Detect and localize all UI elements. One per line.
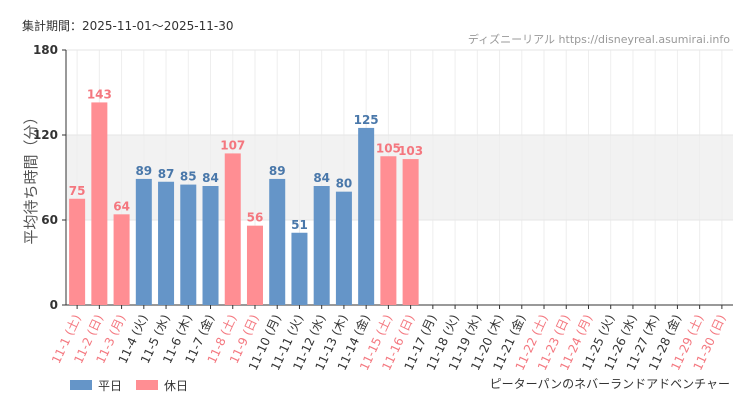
data-label: 103 <box>398 144 423 158</box>
data-label: 84 <box>313 171 330 185</box>
data-label: 125 <box>354 113 379 127</box>
data-label: 85 <box>180 170 197 184</box>
bar <box>269 178 286 305</box>
y-tick-label: 120 <box>33 128 58 142</box>
legend-label: 平日 <box>98 379 122 393</box>
bar <box>402 159 419 305</box>
data-label: 87 <box>158 167 175 181</box>
attraction-name: ピーターパンのネバーランドアドベンチャー <box>490 377 730 391</box>
bar <box>313 186 330 305</box>
bar <box>180 184 197 305</box>
data-label: 89 <box>269 164 286 178</box>
bar <box>91 102 108 306</box>
y-tick-label: 180 <box>33 43 58 57</box>
legend-swatch <box>70 380 92 390</box>
chart-title: 集計期間：2025-11-01〜2025-11-30 <box>22 18 233 33</box>
data-label: 84 <box>202 171 219 185</box>
data-label: 89 <box>135 164 152 178</box>
y-axis-label: 平均待ち時間（分） <box>22 109 40 244</box>
bar <box>380 156 397 305</box>
bar <box>113 214 130 305</box>
bar <box>158 181 175 305</box>
bar <box>291 232 308 305</box>
data-label: 51 <box>291 218 308 232</box>
y-tick-label: 0 <box>50 298 58 312</box>
data-label: 56 <box>247 211 264 225</box>
data-label: 75 <box>69 184 86 198</box>
bar <box>246 225 263 305</box>
bar <box>202 186 219 305</box>
data-label: 107 <box>220 138 245 152</box>
bar <box>358 127 375 306</box>
source: ディズニーリアル https://disneyreal.asumirai.inf… <box>468 32 730 46</box>
shaded-band <box>66 135 733 220</box>
data-label: 64 <box>113 199 130 213</box>
legend-label: 休日 <box>164 379 188 393</box>
bar <box>135 178 152 305</box>
data-label: 80 <box>336 177 353 191</box>
data-label: 143 <box>87 87 112 101</box>
bar <box>335 191 352 305</box>
bar <box>224 153 241 305</box>
legend-swatch <box>136 380 158 390</box>
data-label: 105 <box>376 141 401 155</box>
bar <box>69 198 86 305</box>
y-tick-label: 60 <box>41 213 58 227</box>
